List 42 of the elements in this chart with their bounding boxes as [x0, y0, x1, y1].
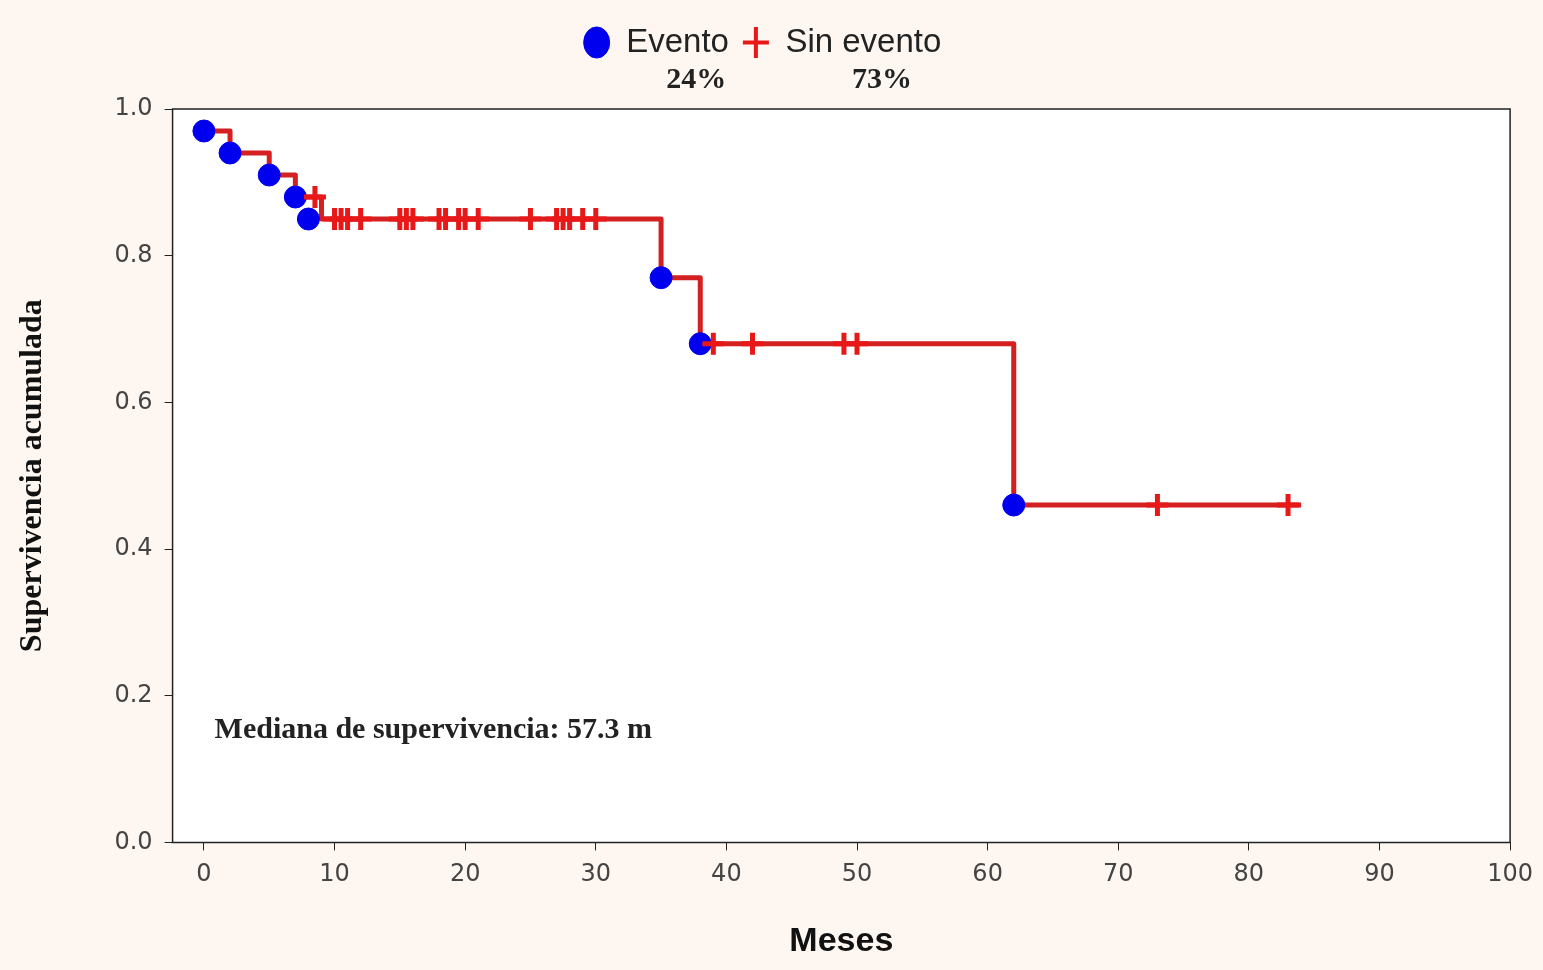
point	[649, 266, 673, 290]
x-tick-label: 60	[972, 859, 1003, 888]
legend-label: Sin evento	[785, 21, 942, 59]
y-tick-label: 0.4	[114, 533, 153, 562]
x-tick-label: 40	[711, 859, 742, 888]
point	[349, 208, 372, 231]
point	[1002, 493, 1026, 517]
point	[1146, 494, 1169, 517]
point	[401, 208, 424, 231]
point	[257, 163, 281, 187]
x-tick-label: 10	[319, 859, 350, 888]
x-tick-label: 70	[1102, 859, 1134, 888]
y-tick-label: 0.6	[114, 386, 153, 415]
point	[741, 332, 764, 355]
y-tick-label: 0.8	[114, 239, 153, 268]
point	[192, 119, 216, 143]
point	[702, 332, 725, 355]
y-tick-label: 1.0	[114, 93, 153, 122]
point	[283, 185, 307, 209]
x-tick-label: 100	[1487, 859, 1533, 888]
text: 73%	[852, 60, 913, 94]
x-tick-label: 80	[1233, 859, 1265, 888]
x-tick-label: 90	[1364, 859, 1395, 888]
x-tick-label: 50	[841, 859, 873, 888]
y-tick-label: 0.0	[114, 826, 153, 855]
point	[1277, 494, 1300, 517]
point	[519, 208, 542, 231]
point	[846, 332, 869, 355]
point	[467, 208, 490, 231]
point	[218, 141, 242, 165]
x-axis-title: Meses	[789, 919, 894, 958]
x-tick-label: 20	[449, 859, 481, 888]
point	[303, 186, 326, 209]
legend-label: Evento	[626, 21, 729, 59]
annotation: Mediana de supervivencia: 57.3 m	[214, 711, 653, 745]
x-tick-label: 0	[196, 859, 212, 888]
point	[296, 207, 320, 231]
x-tick-label: 30	[580, 859, 612, 888]
y-axis-title: Supervivencia acumulada	[12, 299, 49, 653]
y-tick-label: 0.2	[114, 679, 153, 708]
point	[584, 208, 607, 231]
text: 24%	[666, 60, 727, 94]
